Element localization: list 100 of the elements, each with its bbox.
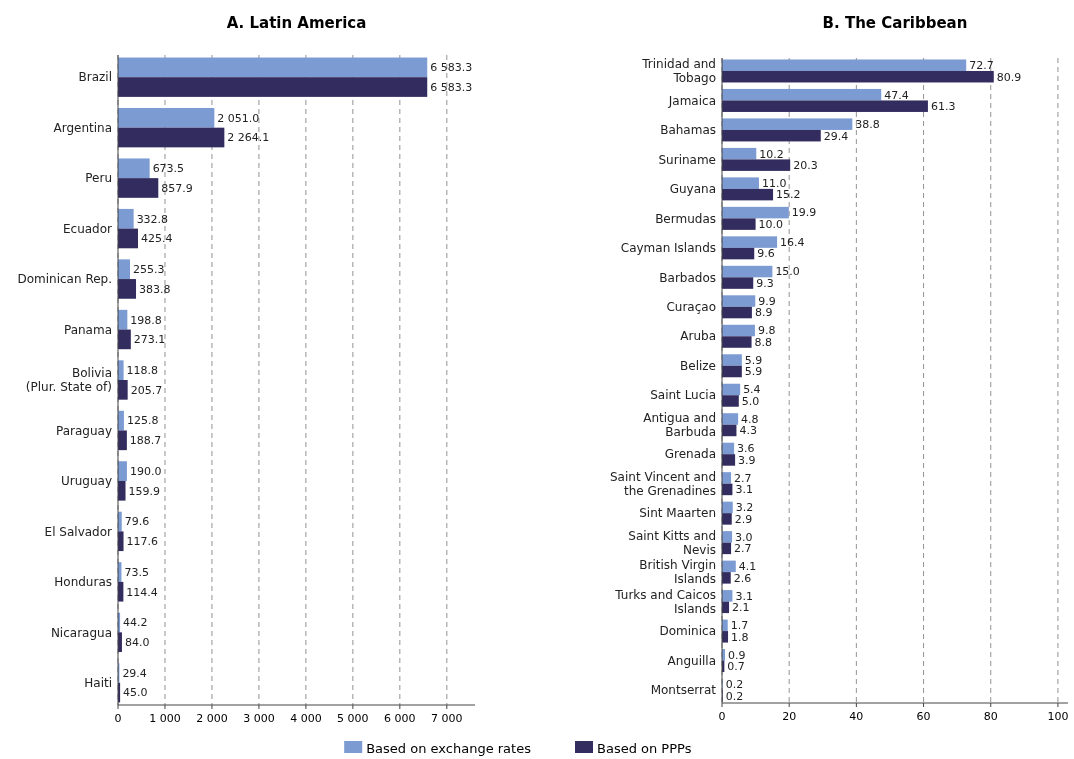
x-tick-label: 4 000 <box>290 712 322 725</box>
x-tick-label: 60 <box>916 710 931 723</box>
data-label: 44.2 <box>123 616 148 630</box>
x-tick-label: 5 000 <box>337 712 369 725</box>
data-label: 3.0 <box>735 530 753 544</box>
data-label: 6 583.3 <box>430 61 473 75</box>
data-label: 15.2 <box>776 188 801 202</box>
y-tick-label: Dominica <box>659 624 716 639</box>
y-tick-label: Bermudas <box>655 211 716 226</box>
y-tick-label: Saint Lucia <box>650 388 716 403</box>
data-label: 3.9 <box>738 453 756 467</box>
data-label: 4.3 <box>739 424 757 438</box>
y-tick-label: Belize <box>680 358 716 373</box>
y-tick-label: Grenada <box>664 447 716 462</box>
data-label: 9.6 <box>757 247 775 261</box>
x-tick-label: 0 <box>718 710 726 723</box>
data-label: 5.4 <box>743 383 761 397</box>
data-label: 2.6 <box>733 571 752 585</box>
data-label: 73.5 <box>124 565 149 579</box>
x-tick-label: 1 000 <box>149 712 181 725</box>
y-tick-label: Antigua and Barbuda <box>643 410 716 439</box>
data-label: 2.7 <box>734 471 752 485</box>
y-tick-label: Guyana <box>669 182 716 197</box>
data-label: 72.7 <box>969 59 994 73</box>
x-tick-label: 0 <box>114 712 122 725</box>
data-label: 9.9 <box>758 294 776 308</box>
data-label: 0.2 <box>725 678 744 692</box>
chart-title: A. Latin America <box>226 14 367 32</box>
y-tick-label: Panama <box>63 322 112 337</box>
legend-label: Based on PPPs <box>597 740 692 756</box>
data-label: 425.4 <box>140 232 173 246</box>
y-tick-label: Paraguay <box>55 423 112 438</box>
data-label: 8.8 <box>754 335 773 349</box>
y-tick-label: Bolivia (Plur. State of) <box>25 366 112 395</box>
data-label: 79.6 <box>124 515 150 529</box>
y-tick-label: Ecuador <box>62 221 113 236</box>
data-label: 2.7 <box>734 542 752 556</box>
y-tick-label: Jamaica <box>667 93 716 108</box>
data-label: 10.0 <box>758 217 784 231</box>
data-label: 10.2 <box>759 147 784 161</box>
y-tick-label: Nicaragua <box>50 625 112 640</box>
data-label: 45.0 <box>123 686 148 700</box>
x-tick-label: 100 <box>1047 710 1069 723</box>
y-tick-label: Saint Vincent and the Grenadines <box>610 469 716 498</box>
data-label: 114.4 <box>126 585 158 599</box>
chart-title: B. The Caribbean <box>822 14 968 32</box>
data-label: 205.7 <box>130 383 163 397</box>
y-tick-label: Aruba <box>680 329 716 344</box>
x-tick-label: 7 000 <box>431 712 463 725</box>
y-tick-label: Montserrat <box>650 683 717 698</box>
data-label: 3.1 <box>735 483 753 497</box>
y-tick-label: Argentina <box>53 120 112 135</box>
y-tick-label: Bahamas <box>660 123 716 138</box>
y-tick-label: Curaçao <box>666 300 716 314</box>
legend-label: Based on exchange rates <box>366 740 532 756</box>
data-label: 8.9 <box>754 306 773 320</box>
y-tick-label: Turks and Caicos Islands <box>614 587 716 616</box>
y-tick-label: Saint Kitts and Nevis <box>628 528 716 557</box>
data-label: 0.9 <box>728 648 746 662</box>
x-tick-label: 40 <box>849 710 864 723</box>
y-tick-label: Brazil <box>78 70 112 85</box>
y-tick-label: Cayman Islands <box>620 241 716 256</box>
data-label: 159.9 <box>128 484 161 498</box>
data-label: 3.2 <box>735 501 754 515</box>
data-label: 29.4 <box>122 666 147 680</box>
data-label: 1.7 <box>730 619 749 633</box>
x-tick-label: 20 <box>782 710 797 723</box>
data-label: 383.8 <box>139 282 171 296</box>
data-label: 19.9 <box>791 206 817 220</box>
data-label: 2.9 <box>734 512 753 526</box>
data-label: 5.0 <box>741 394 760 408</box>
y-tick-label: Suriname <box>658 152 716 167</box>
data-label: 188.7 <box>129 434 162 448</box>
data-label: 9.3 <box>756 276 774 290</box>
data-label: 6 583.3 <box>430 80 473 94</box>
data-label: 125.8 <box>126 414 159 428</box>
y-tick-label: Anguilla <box>667 653 716 668</box>
data-label: 190.0 <box>129 464 162 478</box>
x-tick-label: 2 000 <box>196 712 228 725</box>
data-label: 332.8 <box>136 212 169 226</box>
data-label: 80.9 <box>996 70 1022 84</box>
y-tick-label: Honduras <box>54 575 112 590</box>
data-label: 273.1 <box>133 333 166 347</box>
x-tick-label: 6 000 <box>384 712 416 725</box>
y-tick-label: Barbados <box>659 270 716 285</box>
data-label: 9.8 <box>757 324 776 338</box>
data-label: 198.8 <box>130 313 162 327</box>
x-tick-label: 80 <box>983 710 998 723</box>
data-label: 673.5 <box>152 162 185 176</box>
data-label: 2 264.1 <box>227 131 270 145</box>
data-label: 11.0 <box>761 176 787 190</box>
data-label: 2 051.0 <box>217 111 260 125</box>
y-tick-label: Dominican Rep. <box>17 272 112 287</box>
data-label: 5.9 <box>744 353 763 367</box>
data-label: 20.3 <box>793 159 818 173</box>
data-label: 857.9 <box>161 181 193 195</box>
y-tick-label: Trinidad and Tobago <box>641 57 716 86</box>
y-tick-label: Uruguay <box>61 474 112 489</box>
data-label: 3.1 <box>735 589 753 603</box>
y-tick-label: British Virgin Islands <box>639 558 716 587</box>
